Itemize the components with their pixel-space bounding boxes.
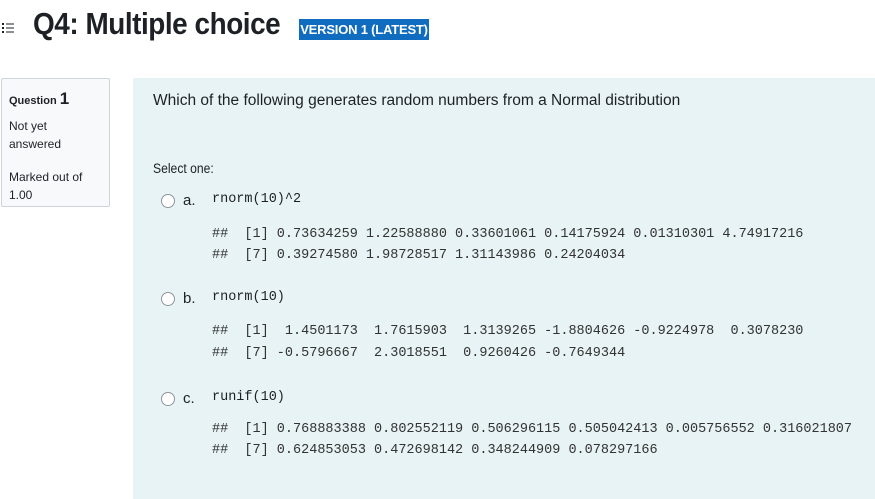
question-status: Not yet answered [9,119,62,151]
option-letter: a. [183,192,196,209]
output-line: ## [7] 0.624853053 0.472698142 0.3482449… [212,443,658,458]
radio-button[interactable] [161,194,175,208]
select-one-label: Select one: [153,161,214,176]
page-title: Q4: Multiple choice [33,6,281,41]
question-info-panel: Question 1 Not yet answered Marked out o… [1,78,110,207]
radio-button[interactable] [161,392,175,406]
version-badge: VERSION 1 (LATEST) [299,19,429,40]
question-marks: Marked out of 1.00 [9,170,83,202]
list-icon [2,23,14,33]
option-letter: b. [183,290,196,307]
output-line: ## [1] 1.4501173 1.7615903 1.3139265 -1.… [212,324,804,339]
question-label-text: Question [9,95,57,107]
output-line: ## [7] 0.39274580 1.98728517 1.31143986 … [212,248,626,263]
option-code: rnorm(10) [212,290,285,305]
option-code: runif(10) [212,390,285,405]
question-text: Which of the following generates random … [153,92,681,109]
output-line: ## [7] -0.5796667 2.3018551 0.9260426 -0… [212,346,626,361]
radio-button[interactable] [161,292,175,306]
option-c[interactable]: c. runif(10) ## [1] 0.768883388 0.802552… [161,390,875,470]
question-number: 1 [59,89,70,108]
question-label: Question 1 [9,89,69,109]
output-line: ## [1] 0.768883388 0.802552119 0.5062961… [212,422,853,437]
option-code: rnorm(10)^2 [212,192,302,207]
option-letter: c. [183,390,195,407]
question-content: Which of the following generates random … [133,78,875,499]
output-line: ## [1] 0.73634259 1.22588880 0.33601061 … [212,227,804,242]
